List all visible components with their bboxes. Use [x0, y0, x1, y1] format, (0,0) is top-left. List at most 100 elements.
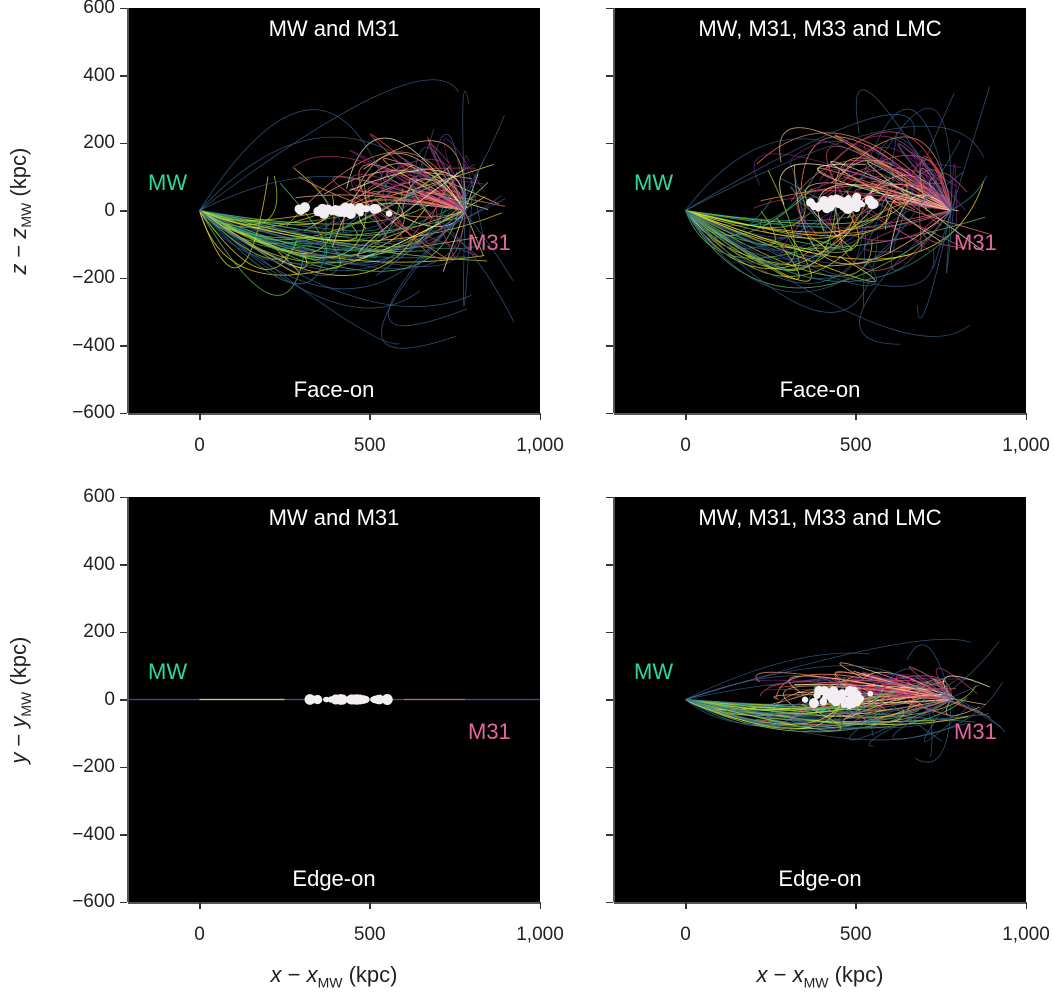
orbit-track: [685, 641, 1000, 732]
mw-label: MW: [634, 659, 674, 684]
orbit-track: [779, 158, 952, 258]
y-tick-mark: [120, 496, 127, 498]
orbit-track: [685, 140, 961, 293]
y-tick-mark: [120, 699, 127, 701]
orbit-track: [199, 210, 400, 345]
orbits-plot: [685, 86, 991, 345]
axis-unit: (kpc): [828, 962, 884, 987]
y-tick-label: 200: [83, 132, 115, 153]
orbit-track: [779, 163, 952, 211]
orbit-track: [865, 167, 952, 226]
orbit-track: [199, 158, 485, 290]
y-tick-label: 200: [83, 621, 115, 642]
y-tick-mark: [120, 631, 127, 633]
y-tick-mark: [606, 631, 613, 633]
orbit-track: [685, 210, 935, 287]
orbit-track: [685, 210, 959, 282]
y-tick-mark: [120, 901, 127, 903]
orbit-track: [756, 132, 952, 211]
axis-unit: (kpc): [5, 636, 31, 692]
satellite-point: [385, 210, 393, 217]
y-tick-mark: [120, 210, 127, 212]
view-label: Edge-on: [778, 866, 862, 891]
panel-title: MW, M31, M33 and LMC: [698, 505, 942, 530]
orbits-plot: [685, 638, 1006, 763]
x-axis-label: x − xMW (kpc): [184, 962, 484, 990]
orbit-track: [685, 208, 892, 237]
orbit-track: [945, 699, 980, 717]
satellite-point: [867, 690, 874, 697]
satellite-point: [864, 195, 875, 206]
orbit-track: [914, 699, 952, 763]
orbit-track: [433, 133, 466, 211]
orbit-track: [429, 143, 466, 211]
y-tick-mark: [606, 699, 613, 701]
satellite-point: [816, 202, 824, 211]
satellite-point: [846, 702, 853, 710]
orbit-track: [817, 163, 952, 211]
satellite-point: [333, 209, 341, 216]
axis-subscript: MW: [803, 974, 829, 991]
orbit-track: [906, 644, 952, 700]
orbit-track: [759, 681, 952, 700]
plot-panel-top-right: MW, M31, M33 and LMC Face-on MW M31: [614, 8, 1026, 413]
y-tick-mark: [606, 210, 613, 212]
orbit-track: [199, 210, 472, 307]
y-tick-mark: [606, 496, 613, 498]
orbit-track: [685, 175, 988, 229]
y-tick-mark: [120, 277, 127, 279]
orbit-track: [199, 136, 514, 282]
satellite-point: [313, 694, 323, 705]
x-tick-label: 500: [839, 435, 872, 456]
axis-sep: −: [5, 727, 31, 753]
y-tick-mark: [606, 766, 613, 768]
orbit-track: [685, 186, 832, 257]
view-label: Face-on: [293, 377, 375, 402]
satellite-point: [381, 694, 393, 705]
satellite-point: [817, 687, 825, 695]
orbit-track: [685, 679, 1006, 733]
x-axis-line: [128, 413, 540, 415]
orbit-track: [843, 176, 952, 211]
y-tick-label: −600: [72, 891, 115, 912]
y-tick-mark: [120, 142, 127, 144]
x-tick-label: 0: [194, 924, 205, 945]
orbit-track: [685, 210, 867, 277]
y-tick-mark: [606, 277, 613, 279]
orbit-track: [685, 188, 905, 260]
orbit-track: [199, 176, 269, 269]
satellite-point: [823, 202, 831, 211]
satellite-point: [323, 696, 330, 703]
orbit-track: [199, 197, 462, 272]
x-axis-label: x − xMW (kpc): [670, 962, 970, 990]
x-tick-label: 1,000: [516, 924, 564, 945]
plot-panel-bottom-right: MW, M31, M33 and LMC Edge-on MW M31: [614, 497, 1026, 902]
orbit-track: [462, 197, 473, 307]
m31-label: M31: [468, 719, 511, 744]
axis-var: x: [270, 962, 282, 987]
orbit-track: [950, 163, 958, 242]
axis-subscript: MW: [18, 202, 35, 228]
orbit-track: [755, 671, 952, 700]
orbit-track: [199, 210, 426, 253]
orbit-track: [685, 210, 863, 280]
orbit-track: [884, 193, 952, 230]
y-tick-mark: [120, 564, 127, 566]
x-tick-label: 0: [680, 435, 691, 456]
orbit-track: [855, 89, 952, 211]
orbit-track: [685, 652, 870, 700]
y-tick-label: −400: [72, 334, 115, 356]
orbit-track: [199, 210, 290, 270]
x-tick-label: 500: [839, 924, 872, 945]
y-tick-mark: [120, 345, 127, 347]
m31-label: M31: [954, 719, 997, 744]
orbit-track: [685, 125, 985, 211]
orbit-track: [685, 210, 882, 259]
orbit-track: [779, 127, 952, 211]
orbit-track: [370, 133, 466, 211]
y-axis-line: [613, 8, 615, 413]
orbit-track: [775, 673, 952, 700]
orbit-track: [417, 191, 506, 211]
orbit-track: [766, 696, 952, 717]
orbit-track: [793, 164, 952, 265]
